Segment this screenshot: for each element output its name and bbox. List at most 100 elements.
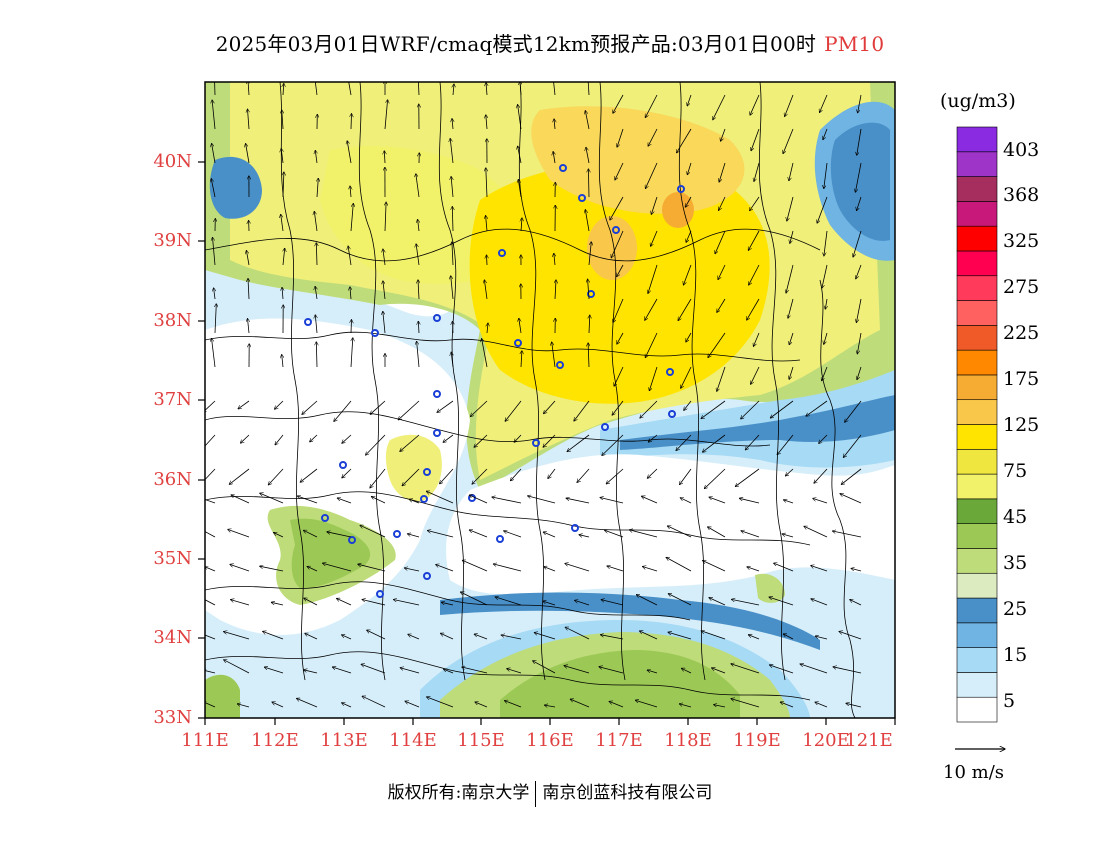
wind-arrow — [605, 530, 624, 538]
wind-arrow — [304, 670, 318, 674]
city-marker — [433, 314, 441, 322]
wind-arrow — [383, 311, 386, 334]
wind-arrow — [440, 468, 454, 484]
wind-arrow — [472, 468, 488, 484]
wind-arrow — [474, 634, 488, 640]
wind-arrow — [238, 400, 250, 409]
wind-arrow — [310, 434, 318, 442]
colorbar-level-label: 5 — [1003, 690, 1016, 712]
wind-arrow — [240, 434, 250, 443]
wind-arrow — [789, 332, 794, 345]
wind-arrow — [264, 667, 284, 674]
map-title: 2025年03月01日WRF/cmaq模式12km预报产品:03月01日00时 P… — [0, 28, 1100, 57]
wind-arrow — [205, 567, 216, 572]
wind-arrow — [543, 532, 556, 538]
wind-arrow — [574, 400, 590, 421]
wind-arrow — [486, 115, 487, 130]
wind-arrow — [334, 400, 352, 422]
wind-arrow — [224, 632, 250, 640]
footer: 版权所有:南京大学 南京创蓝科技有限公司 — [0, 778, 1100, 807]
wind-arrow — [351, 338, 353, 368]
wind-arrow — [348, 246, 352, 266]
wind-arrow — [588, 279, 589, 300]
wind-arrow — [409, 499, 420, 504]
wind-arrow — [443, 434, 454, 442]
wind-arrow — [613, 298, 624, 323]
wind-arrow — [316, 243, 317, 266]
wind-arrow — [648, 128, 658, 146]
wind-arrow — [629, 530, 658, 538]
wind-arrow — [554, 119, 555, 130]
wind-arrow — [713, 94, 726, 120]
wind-arrow — [274, 400, 284, 409]
footer-copyright: 版权所有:南京大学 — [387, 783, 530, 803]
city-marker — [371, 329, 379, 337]
wind-arrow — [641, 496, 658, 504]
colorbar-swatch — [956, 349, 998, 376]
wind-arrow — [484, 280, 488, 300]
wind-arrow — [205, 531, 216, 538]
wind-arrow — [271, 602, 284, 606]
wind-arrow — [418, 219, 419, 232]
wind-arrow — [824, 162, 828, 189]
wind-arrow — [640, 400, 658, 418]
wind-arrow — [751, 366, 760, 384]
wind-arrow — [785, 94, 794, 117]
wind-arrow — [417, 82, 420, 96]
city-marker — [433, 429, 441, 437]
wind-arrow — [350, 287, 351, 300]
wind-arrow — [366, 434, 386, 455]
wind-arrow — [214, 288, 215, 300]
wind-arrow — [215, 304, 216, 334]
wind-arrow — [462, 667, 488, 674]
wind-arrow — [668, 632, 692, 640]
wind-arrow — [609, 701, 624, 708]
lat-label: 33N — [153, 707, 192, 728]
wind-arrow — [617, 332, 624, 344]
wind-arrow — [362, 600, 386, 606]
wind-arrow — [701, 400, 726, 419]
wind-arrow — [748, 230, 760, 250]
wind-arrow — [748, 635, 760, 640]
wind-arrow — [452, 119, 453, 130]
city-marker — [578, 194, 586, 202]
colorbar-swatch — [956, 374, 998, 401]
wind-arrow — [747, 567, 760, 572]
wind-arrow — [544, 705, 556, 707]
wind-arrow — [402, 468, 420, 486]
wind-arrow — [385, 202, 386, 232]
wind-arrow — [348, 82, 352, 96]
wind-arrow — [400, 434, 420, 451]
wind-arrow — [393, 600, 420, 606]
wind-arrow — [475, 702, 488, 708]
wind-arrow — [785, 468, 794, 476]
wind-arrow — [505, 400, 522, 421]
wind-arrow — [367, 630, 386, 640]
wind-arrow — [676, 434, 692, 451]
wind-arrow — [783, 634, 794, 640]
wind-arrow — [715, 230, 726, 254]
wind-arrow — [681, 366, 692, 388]
wind-arrow — [371, 497, 386, 504]
wind-arrow — [470, 400, 488, 417]
wind-arrow — [645, 162, 658, 189]
wind-arrow — [518, 179, 522, 198]
wind-arrow — [246, 250, 250, 266]
wind-arrow — [533, 661, 556, 674]
wind-arrow — [416, 174, 420, 198]
wind-arrow — [297, 496, 318, 504]
wind-arrow — [588, 242, 591, 266]
wind-arrow — [709, 598, 726, 606]
city-marker — [339, 461, 347, 469]
wind-arrow — [681, 668, 692, 674]
wind-arrow — [709, 497, 726, 504]
wind-arrow — [347, 141, 352, 164]
wind-arrow — [315, 286, 317, 300]
colorbar-level-label: 275 — [1003, 276, 1040, 298]
wind-arrow — [469, 495, 488, 504]
wind-arrow — [814, 468, 828, 483]
wind-arrow — [460, 592, 488, 606]
wind-arrow — [518, 146, 522, 164]
wind-arrow — [599, 667, 624, 674]
